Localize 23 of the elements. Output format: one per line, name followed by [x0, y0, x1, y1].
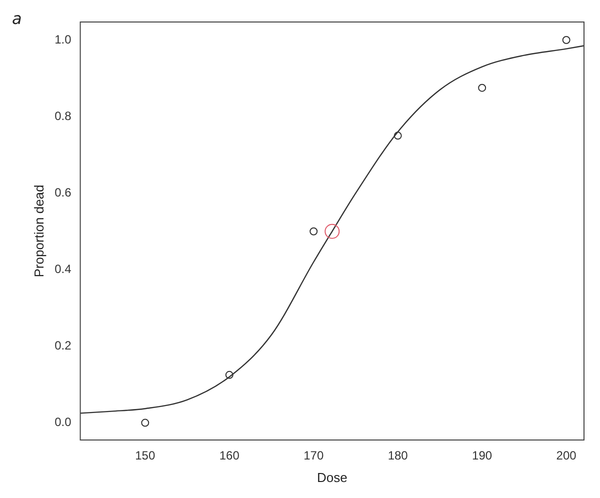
point: [310, 227, 318, 236]
y-tick-label: 0.2: [54, 338, 72, 353]
x-axis-title: Dose: [316, 470, 348, 485]
y-tick-label: 1.0: [54, 32, 72, 46]
y-tick-label: 0.4: [54, 262, 72, 276]
y-tick-label: 0.0: [54, 415, 72, 430]
point: [324, 224, 340, 239]
point: [394, 132, 402, 140]
y-tick-label: 0.8: [54, 108, 72, 123]
point: [478, 84, 486, 92]
y-axis-title: Proportion dead: [31, 184, 46, 278]
x-tick-label: 170: [304, 448, 324, 463]
x-tick-label: 180: [388, 448, 408, 463]
point: [562, 36, 570, 44]
x-tick-label: 200: [556, 448, 577, 463]
y-tick-label: 0.6: [54, 185, 72, 200]
text: a: [12, 9, 22, 28]
x-tick-label: 160: [219, 448, 240, 463]
point: [225, 370, 234, 379]
point: [141, 418, 150, 427]
line-series: [80, 45, 584, 414]
x-tick-label: 190: [472, 448, 492, 463]
x-tick-label: 150: [135, 448, 156, 463]
